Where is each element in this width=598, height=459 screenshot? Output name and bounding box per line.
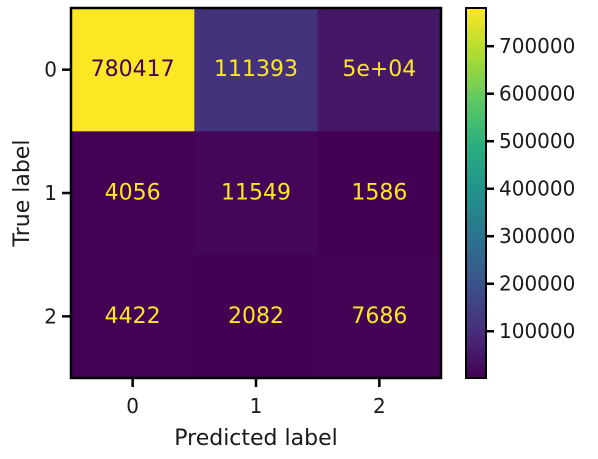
x-tick-label: 1: [250, 394, 263, 418]
colorbar-ticks: 100000 200000 300000 400000 500000 600000 7000…: [486, 34, 575, 343]
x-tick-label: 0: [126, 394, 139, 418]
colorbar-tick-label: 300000: [499, 224, 575, 248]
y-tick-label: 2: [44, 304, 57, 328]
x-tick-label: 2: [373, 394, 386, 418]
x-axis-label: Predicted label: [174, 426, 337, 451]
colorbar-tick-label: 600000: [499, 82, 575, 106]
cell-value-0-0: 780417: [91, 57, 175, 82]
heatmap-cell-2-0: [71, 254, 195, 379]
y-tick-label: 1: [44, 181, 57, 205]
x-axis: 0 1 2: [126, 378, 386, 418]
y-axis-label: True label: [10, 140, 35, 248]
colorbar-tick-label: 500000: [499, 129, 575, 153]
cell-value-0-1: 111393: [214, 57, 298, 82]
y-tick-label: 0: [44, 58, 57, 82]
y-axis: 0 1 2: [44, 58, 71, 328]
cell-value-1-1: 11549: [221, 181, 291, 206]
heatmap-cell-2-2: [317, 254, 442, 379]
heatmap-cell-2-1: [194, 254, 319, 379]
heatmap-cells: [71, 8, 442, 379]
cell-value-2-0: 4422: [105, 304, 161, 329]
cell-value-1-2: 1586: [351, 181, 407, 206]
heatmap-cell-labels: 780417 111393 5e+04 4056 11549 1586 4422 2082 76…: [91, 57, 417, 329]
colorbar-tick-label: 700000: [499, 34, 575, 58]
heatmap-cell-1-1: [194, 131, 319, 256]
heatmap-cell-1-2: [317, 131, 442, 256]
heatmap-cell-0-0: [71, 8, 195, 132]
cell-value-0-2: 5e+04: [342, 57, 416, 82]
colorbar-tick-label: 400000: [499, 177, 575, 201]
colorbar: 100000 200000 300000 400000 500000 600000 7000…: [465, 7, 575, 379]
cell-value-2-1: 2082: [228, 304, 284, 329]
heatmap-cell-0-1: [194, 8, 319, 132]
heatmap-cell-1-0: [71, 131, 195, 256]
colorbar-tick-label: 200000: [499, 272, 575, 296]
heatmap-cell-0-2: [317, 8, 442, 132]
colorbar-tick-label: 100000: [499, 319, 575, 343]
cell-value-1-0: 4056: [105, 181, 161, 206]
colorbar-gradient: [465, 7, 487, 379]
cell-value-2-2: 7686: [351, 304, 407, 329]
